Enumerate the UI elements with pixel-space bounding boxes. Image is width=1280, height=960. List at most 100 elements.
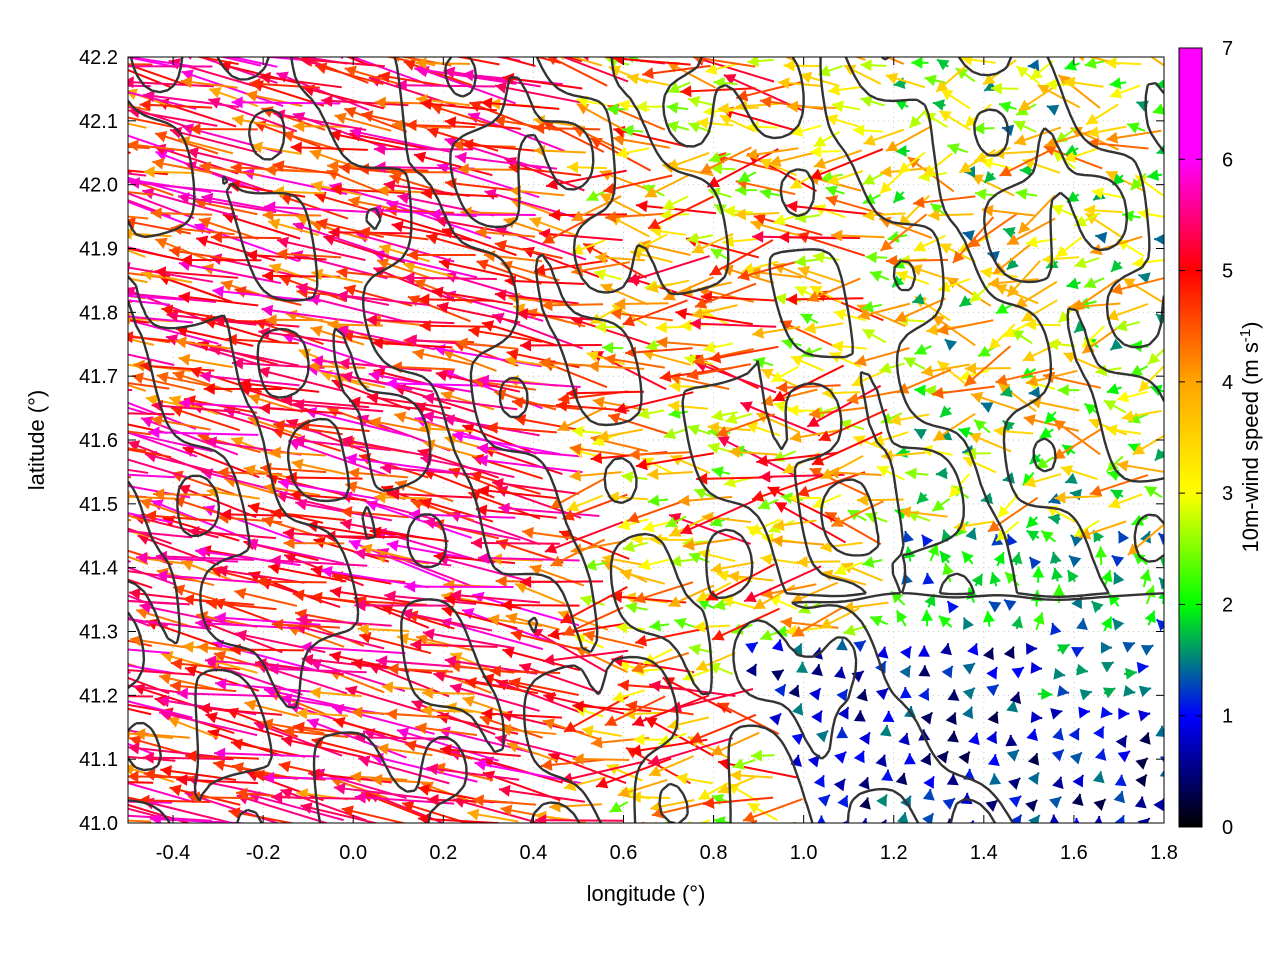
- wind-vector-shaft: [128, 671, 131, 674]
- wind-vector-head: [794, 255, 807, 268]
- wind-vector-head: [1051, 749, 1064, 762]
- wind-vector-shaft: [636, 204, 717, 215]
- wind-vector-head: [232, 114, 244, 127]
- wind-vector: [128, 781, 154, 784]
- wind-vector-shaft: [128, 796, 151, 804]
- wind-vector-shaft: [410, 643, 498, 648]
- wind-vector: [1055, 236, 1083, 259]
- wind-vector-head: [1159, 756, 1164, 763]
- wind-vector: [982, 610, 995, 628]
- wind-vector: [710, 731, 760, 756]
- wind-vector-head: [251, 141, 263, 154]
- wind-vector-head: [813, 135, 827, 147]
- wind-vector-head: [647, 468, 659, 481]
- wind-vector-head: [595, 251, 607, 264]
- wind-vector-head: [220, 508, 232, 521]
- wind-vector-head: [714, 204, 727, 216]
- wind-vector-shaft: [1166, 713, 1178, 714]
- wind-vector: [600, 283, 649, 306]
- wind-vector-shaft: [714, 154, 780, 172]
- wind-vector: [615, 146, 650, 159]
- wind-vector-head: [812, 251, 825, 264]
- wind-vector-head: [385, 708, 398, 721]
- wind-vector: [169, 784, 241, 806]
- wind-vector-head: [1025, 799, 1038, 813]
- wind-vector-head: [334, 112, 347, 125]
- wind-vector: [128, 247, 191, 263]
- wind-vector: [941, 665, 954, 679]
- wind-vector: [464, 676, 539, 695]
- wind-vector: [309, 686, 362, 699]
- wind-vector-head: [282, 527, 295, 540]
- wind-vector-head: [727, 570, 740, 583]
- wind-vector: [612, 689, 645, 703]
- wind-vector-head: [933, 429, 946, 441]
- wind-vector: [878, 361, 905, 374]
- wind-vector-head: [571, 425, 584, 438]
- wind-vector-head: [199, 370, 212, 383]
- wind-vector-head: [476, 259, 489, 271]
- wind-vector-head: [926, 323, 938, 336]
- wind-vector: [1083, 204, 1123, 217]
- wind-vector: [719, 114, 756, 133]
- wind-vector-shaft: [181, 70, 284, 107]
- wind-vector-head: [199, 161, 212, 174]
- wind-vector: [1078, 706, 1091, 719]
- wind-vector-head: [771, 639, 784, 652]
- wind-vector-head: [392, 119, 404, 132]
- wind-vector-head: [128, 331, 134, 344]
- wind-vector-head: [435, 369, 448, 382]
- wind-vector-head: [277, 236, 290, 249]
- wind-vector-shaft: [778, 236, 861, 240]
- wind-vector-head: [1069, 488, 1082, 501]
- wind-vector-head: [329, 129, 342, 142]
- wind-vector-head: [831, 340, 844, 353]
- wind-vector: [1048, 796, 1062, 809]
- wind-vector: [769, 712, 782, 726]
- wind-vector-shaft: [353, 551, 452, 567]
- wind-vector: [785, 200, 868, 216]
- wind-vector-head: [1138, 709, 1151, 722]
- wind-vector-head: [104, 328, 116, 340]
- wind-vector-head: [1106, 131, 1119, 144]
- wind-vector-head: [296, 707, 308, 720]
- wind-vector-head: [269, 446, 282, 459]
- wind-vector-head: [1122, 210, 1135, 223]
- wind-vector-head: [1071, 793, 1084, 806]
- wind-vector: [413, 151, 493, 177]
- wind-vector: [694, 282, 757, 309]
- wind-vector-head: [941, 89, 954, 101]
- wind-vector-head: [759, 158, 772, 170]
- wind-vector-head: [711, 466, 724, 478]
- wind-vector-head: [1018, 221, 1031, 234]
- wind-vector: [347, 467, 409, 480]
- wind-vector-head: [1003, 646, 1015, 660]
- wind-vector-head: [128, 106, 141, 119]
- wind-vector-head: [1025, 236, 1038, 248]
- wind-vector: [128, 782, 195, 804]
- wind-vector-shaft: [256, 580, 327, 584]
- wind-vector-shaft: [1161, 595, 1164, 604]
- wind-vector-head: [258, 326, 271, 339]
- wind-vector: [153, 488, 212, 501]
- wind-vector: [790, 581, 839, 604]
- wind-vector-head: [988, 601, 1002, 613]
- wind-vector-shaft: [533, 259, 608, 273]
- wind-vector-head: [427, 126, 440, 139]
- wind-vector: [1010, 551, 1023, 566]
- wind-vector-head: [1048, 512, 1061, 525]
- wind-vector-shaft: [500, 604, 580, 607]
- wind-vector: [128, 151, 131, 154]
- wind-vector: [128, 122, 147, 129]
- wind-vector-head: [348, 196, 361, 208]
- wind-vector-head: [612, 691, 625, 703]
- wind-vector: [860, 95, 885, 108]
- wind-vector: [480, 97, 560, 110]
- wind-vector: [916, 491, 930, 505]
- wind-vector-head: [1111, 555, 1125, 567]
- wind-vector: [154, 266, 239, 279]
- wind-vector-shaft: [439, 619, 544, 651]
- wind-vector-head: [825, 114, 839, 126]
- wind-vector-head: [64, 289, 76, 301]
- wind-vector-head: [386, 539, 399, 552]
